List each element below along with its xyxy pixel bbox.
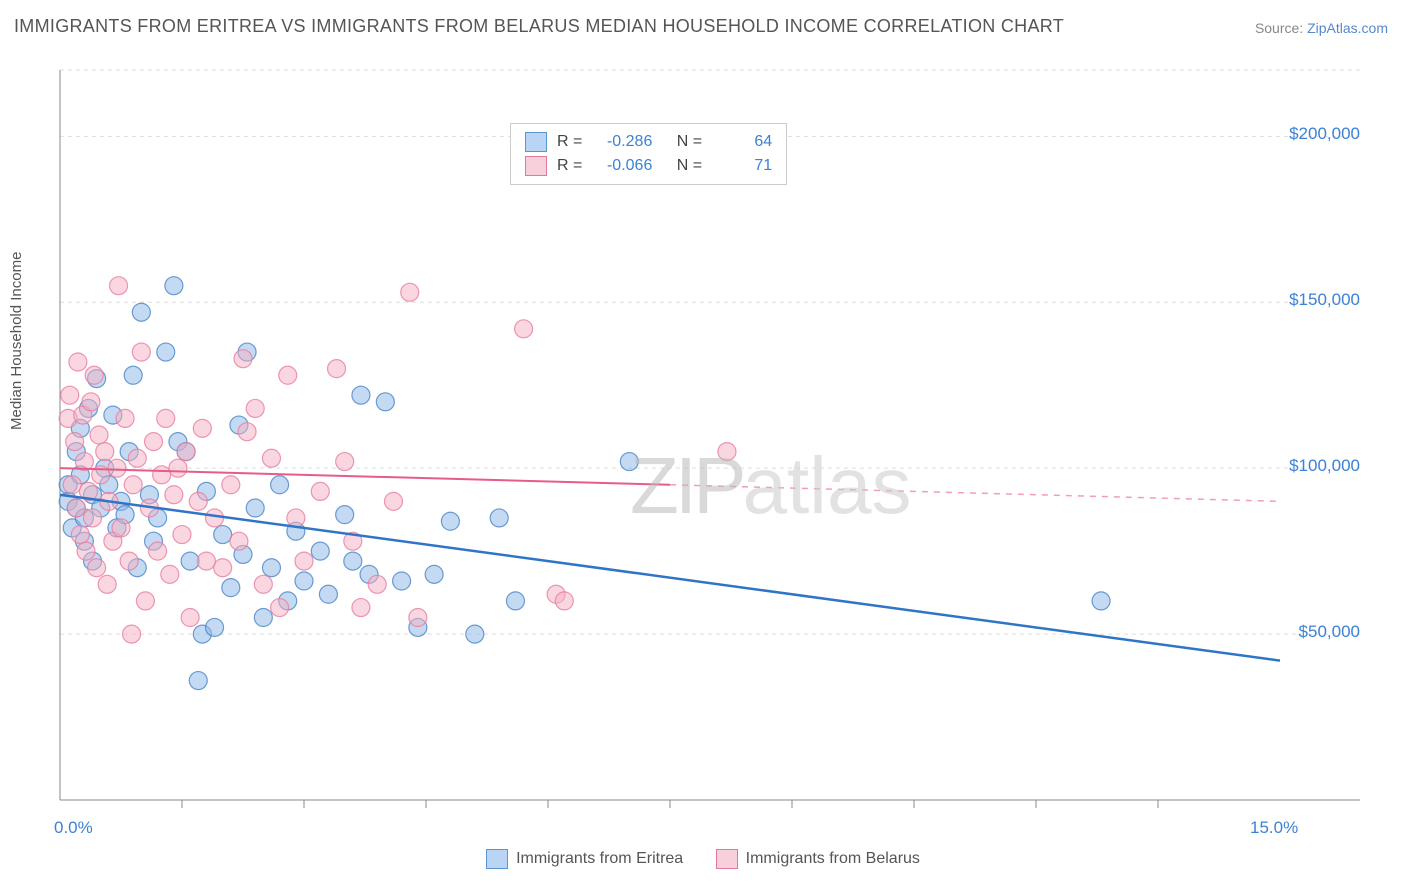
x-tick-label: 15.0% [1250, 818, 1298, 838]
x-tick-label: 0.0% [54, 818, 93, 838]
legend-item-eritrea: Immigrants from Eritrea [486, 849, 683, 869]
y-tick-label: $200,000 [1289, 124, 1360, 144]
swatch-belarus-icon [525, 156, 547, 176]
swatch-eritrea-icon [486, 849, 508, 869]
legend-label-eritrea: Immigrants from Eritrea [516, 850, 683, 868]
source-attribution: Source: ZipAtlas.com [1255, 20, 1388, 36]
r-label: R = [557, 157, 582, 175]
y-tick-label: $100,000 [1289, 456, 1360, 476]
n-label: N = [677, 133, 702, 151]
n-label: N = [677, 157, 702, 175]
n-value-belarus: 71 [712, 157, 772, 175]
y-tick-label: $50,000 [1299, 622, 1360, 642]
r-value-eritrea: -0.286 [592, 133, 652, 151]
chart-title: IMMIGRANTS FROM ERITREA VS IMMIGRANTS FR… [14, 16, 1064, 37]
stats-legend-box: R = -0.286 N = 64 R = -0.066 N = 71 [510, 123, 787, 185]
stats-row-belarus: R = -0.066 N = 71 [525, 154, 772, 178]
stats-row-eritrea: R = -0.286 N = 64 [525, 130, 772, 154]
chart-plot-area: ZIPatlas R = -0.286 N = 64 R = -0.066 N … [50, 60, 1380, 820]
r-value-belarus: -0.066 [592, 157, 652, 175]
y-axis-label: Median Household Income [8, 252, 25, 430]
swatch-eritrea-icon [525, 132, 547, 152]
source-label: Source: [1255, 20, 1303, 36]
r-label: R = [557, 133, 582, 151]
bottom-legend: Immigrants from Eritrea Immigrants from … [0, 849, 1406, 874]
source-link[interactable]: ZipAtlas.com [1307, 20, 1388, 36]
chart-container: IMMIGRANTS FROM ERITREA VS IMMIGRANTS FR… [0, 0, 1406, 892]
n-value-eritrea: 64 [712, 133, 772, 151]
swatch-belarus-icon [716, 849, 738, 869]
legend-label-belarus: Immigrants from Belarus [746, 850, 920, 868]
y-tick-label: $150,000 [1289, 290, 1360, 310]
legend-item-belarus: Immigrants from Belarus [716, 849, 920, 869]
